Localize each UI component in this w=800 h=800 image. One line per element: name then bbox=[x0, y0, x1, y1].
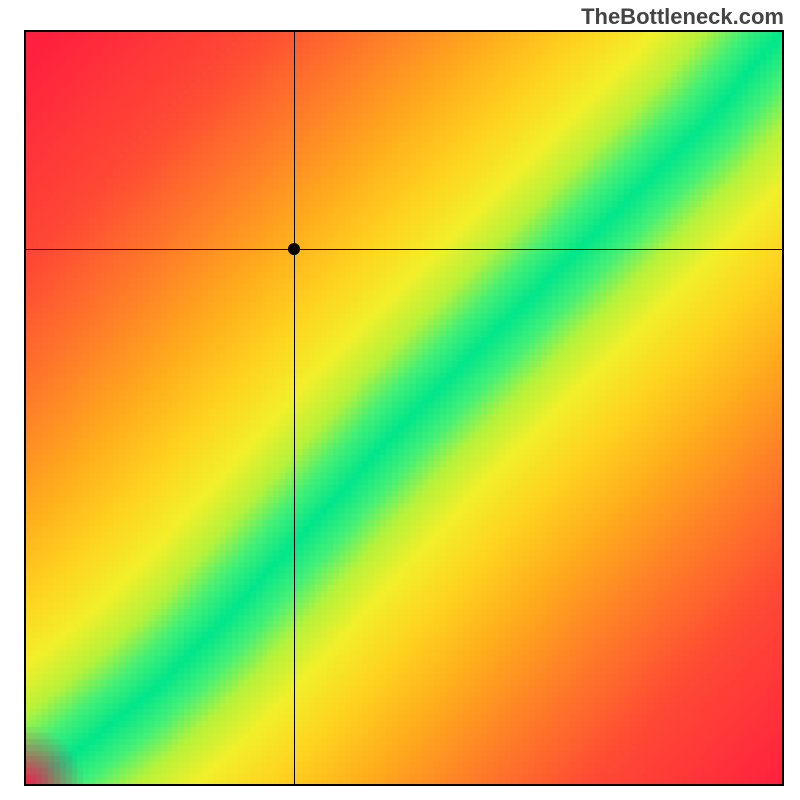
crosshair-marker bbox=[288, 243, 300, 255]
watermark-text: TheBottleneck.com bbox=[581, 4, 784, 30]
crosshair-vertical bbox=[294, 30, 295, 786]
bottleneck-heatmap bbox=[24, 30, 784, 786]
chart-container: TheBottleneck.com bbox=[0, 0, 800, 800]
crosshair-horizontal bbox=[24, 249, 784, 250]
